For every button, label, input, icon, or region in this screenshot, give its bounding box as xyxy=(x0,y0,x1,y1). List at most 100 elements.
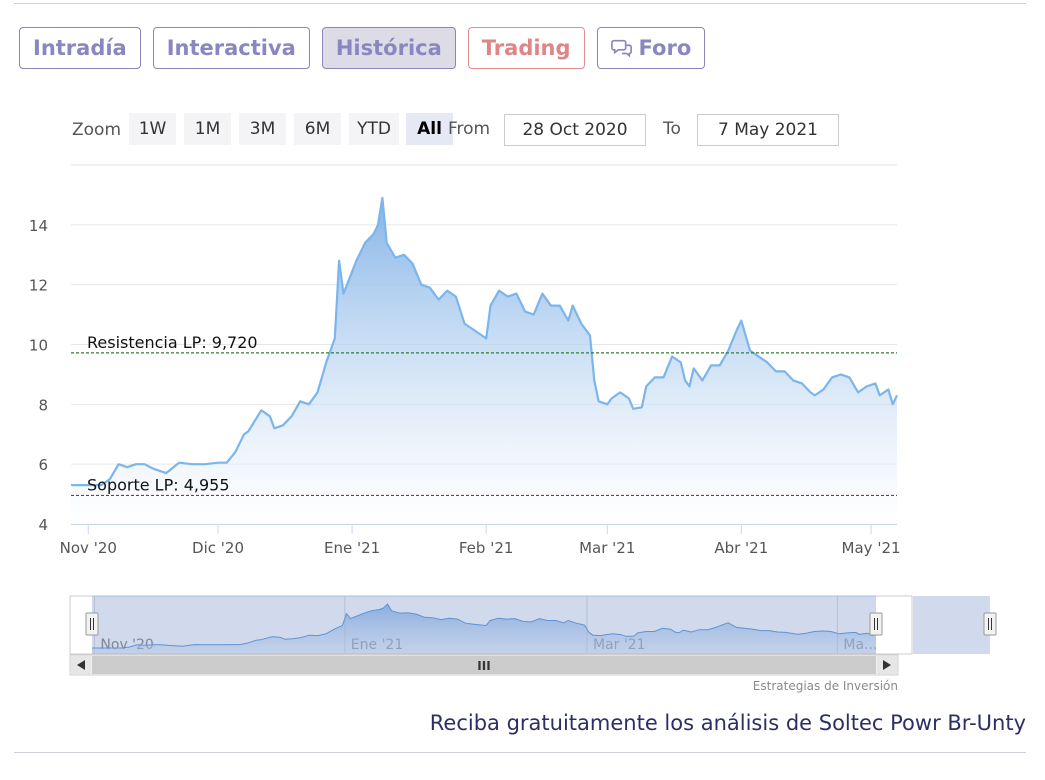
data-point xyxy=(338,260,340,262)
series-area xyxy=(71,197,897,524)
data-point xyxy=(126,466,128,468)
x-tick-label: May '21 xyxy=(842,539,901,557)
data-point xyxy=(857,392,859,394)
data-point xyxy=(581,323,583,325)
data-point xyxy=(767,362,769,364)
data-point xyxy=(607,404,609,406)
x-tick-label: Feb '21 xyxy=(459,539,514,557)
data-point xyxy=(446,290,448,292)
data-point xyxy=(343,293,345,295)
data-point xyxy=(684,380,686,382)
navigator-left-handle[interactable] xyxy=(85,612,99,636)
data-point xyxy=(152,468,154,470)
x-tick-label: Ene '21 xyxy=(324,539,380,557)
scroll-right-button[interactable] xyxy=(877,656,897,674)
data-point xyxy=(498,290,500,292)
from-date-input[interactable]: 28 Oct 2020 xyxy=(504,114,646,146)
data-point xyxy=(334,338,336,340)
navigator-far-handle[interactable] xyxy=(983,612,997,636)
zoom-1m-button[interactable]: 1M xyxy=(184,113,231,145)
data-point xyxy=(728,350,730,352)
to-date-input[interactable]: 7 May 2021 xyxy=(697,114,839,146)
zoom-ytd-button[interactable]: YTD xyxy=(349,113,399,145)
data-point xyxy=(736,329,738,331)
zoom-3m-button[interactable]: 3M xyxy=(239,113,286,145)
navigator-tick-label: Nov '20 xyxy=(100,637,153,653)
series-line xyxy=(71,196,898,487)
data-point xyxy=(849,377,851,379)
data-point xyxy=(550,305,552,307)
data-point xyxy=(377,224,379,226)
chevron-left-icon xyxy=(77,660,85,670)
data-point xyxy=(317,392,319,394)
tab-label: Intradía xyxy=(33,36,127,60)
data-point xyxy=(875,383,877,385)
from-label: From xyxy=(448,119,491,139)
data-point xyxy=(118,463,120,465)
chevron-right-icon xyxy=(883,660,891,670)
tab-historica[interactable]: Histórica xyxy=(321,27,456,69)
data-point xyxy=(83,484,85,486)
subscribe-cta-text[interactable]: Reciba gratuitamente los análisis de Sol… xyxy=(429,711,1026,735)
tab-trading[interactable]: Trading xyxy=(467,27,585,69)
data-point xyxy=(628,398,630,400)
data-point xyxy=(403,254,405,256)
chat-bubbles-icon xyxy=(610,39,632,58)
to-label: To xyxy=(663,119,681,139)
data-point xyxy=(412,263,414,265)
data-point xyxy=(421,284,423,286)
scroll-button-body xyxy=(71,656,91,674)
x-tick-label: Mar '21 xyxy=(579,539,635,557)
data-point xyxy=(144,463,146,465)
scrollbar-track xyxy=(69,654,899,676)
credits-text[interactable]: Estrategias de Inversión xyxy=(752,679,898,693)
scrollbar-thumb xyxy=(92,656,876,674)
data-point xyxy=(892,404,894,406)
data-point xyxy=(243,434,245,436)
data-point xyxy=(235,451,237,453)
navigator-right-handle[interactable] xyxy=(869,612,883,636)
level-label: Soporte LP: 4,955 xyxy=(87,475,230,494)
y-tick-label: 6 xyxy=(38,456,48,474)
data-point xyxy=(693,368,695,370)
top-divider xyxy=(14,3,1026,4)
data-point xyxy=(619,392,621,394)
data-point xyxy=(269,416,271,418)
data-point xyxy=(282,425,284,427)
y-tick-label: 4 xyxy=(38,516,48,534)
data-point xyxy=(472,329,474,331)
data-point xyxy=(598,401,600,403)
zoom-6m-button[interactable]: 6M xyxy=(294,113,341,145)
data-point xyxy=(896,395,898,397)
data-point xyxy=(801,383,803,385)
tab-intradia[interactable]: Intradía xyxy=(19,27,141,69)
data-point xyxy=(248,431,250,433)
data-point xyxy=(840,374,842,376)
y-tick-label: 8 xyxy=(38,396,48,414)
tab-label: Trading xyxy=(481,36,571,60)
data-point xyxy=(109,478,111,480)
data-point xyxy=(823,389,825,391)
tab-label: Foro xyxy=(638,36,692,60)
data-point xyxy=(299,401,301,403)
data-point xyxy=(611,398,613,400)
zoom-1w-button[interactable]: 1W xyxy=(129,113,176,145)
zoom-all-button[interactable]: All xyxy=(406,113,453,145)
scrollbar[interactable]: III xyxy=(69,654,899,676)
scroll-left-button[interactable] xyxy=(71,656,91,674)
data-point xyxy=(784,371,786,373)
level-label: Resistencia LP: 9,720 xyxy=(87,333,258,352)
y-tick-label: 10 xyxy=(29,337,48,355)
data-point xyxy=(559,305,561,307)
data-point xyxy=(204,463,206,465)
navigator-area xyxy=(92,604,876,654)
data-point xyxy=(814,395,816,397)
data-point xyxy=(438,299,440,301)
handle-body xyxy=(869,612,883,636)
data-point xyxy=(831,377,833,379)
navigator-tick-label: Ma... xyxy=(843,637,877,653)
tab-interactiva[interactable]: Interactiva xyxy=(152,27,310,69)
data-point xyxy=(680,362,682,364)
navigator-frame xyxy=(69,595,913,655)
tab-foro[interactable]: Foro xyxy=(596,27,706,69)
